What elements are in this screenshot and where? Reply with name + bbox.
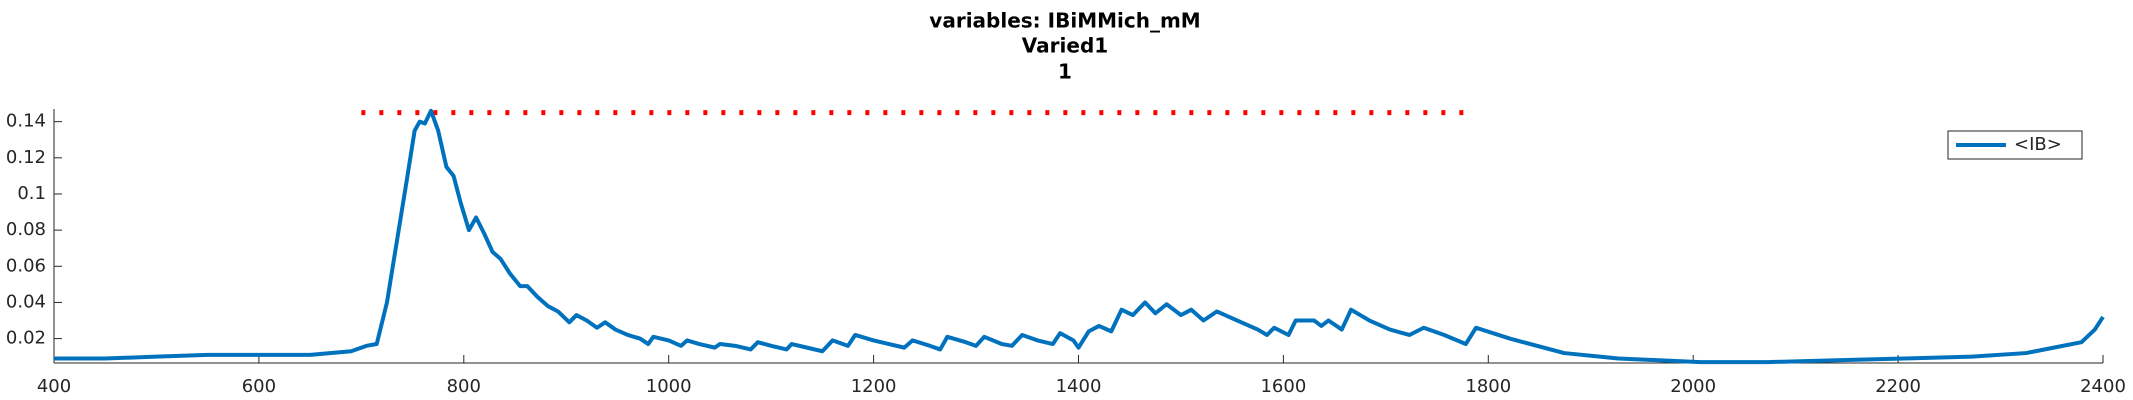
x-tick-label: 1800	[1465, 376, 1511, 397]
x-tick-label: 800	[447, 376, 481, 397]
x-tick-label: 1400	[1056, 376, 1102, 397]
x-tick-label: 600	[242, 376, 276, 397]
x-tick-label: 2400	[2080, 376, 2126, 397]
chart-title: variables: IBiMMich_mM	[929, 9, 1200, 33]
x-tick-label: 2200	[1875, 376, 1921, 397]
legend-label: <IB>	[2014, 134, 2062, 155]
x-tick-label: 1000	[646, 376, 692, 397]
y-tick-label: 0.06	[6, 255, 46, 276]
x-tick-label: 400	[37, 376, 71, 397]
chart-subtitle: Varied1	[1022, 34, 1108, 58]
y-tick-label: 0.14	[6, 111, 46, 132]
chart-subtitle: 1	[1058, 60, 1072, 84]
x-tick-label: 1200	[851, 376, 897, 397]
x-tick-label: 1600	[1260, 376, 1306, 397]
y-tick-label: 0.02	[6, 328, 46, 349]
data-line	[54, 108, 2105, 365]
y-tick-label: 0.12	[6, 147, 46, 168]
x-tick-label: 2000	[1670, 376, 1716, 397]
y-tick-label: 0.1	[17, 183, 46, 204]
y-tick-label: 0.04	[6, 291, 46, 312]
y-tick-label: 0.08	[6, 219, 46, 240]
